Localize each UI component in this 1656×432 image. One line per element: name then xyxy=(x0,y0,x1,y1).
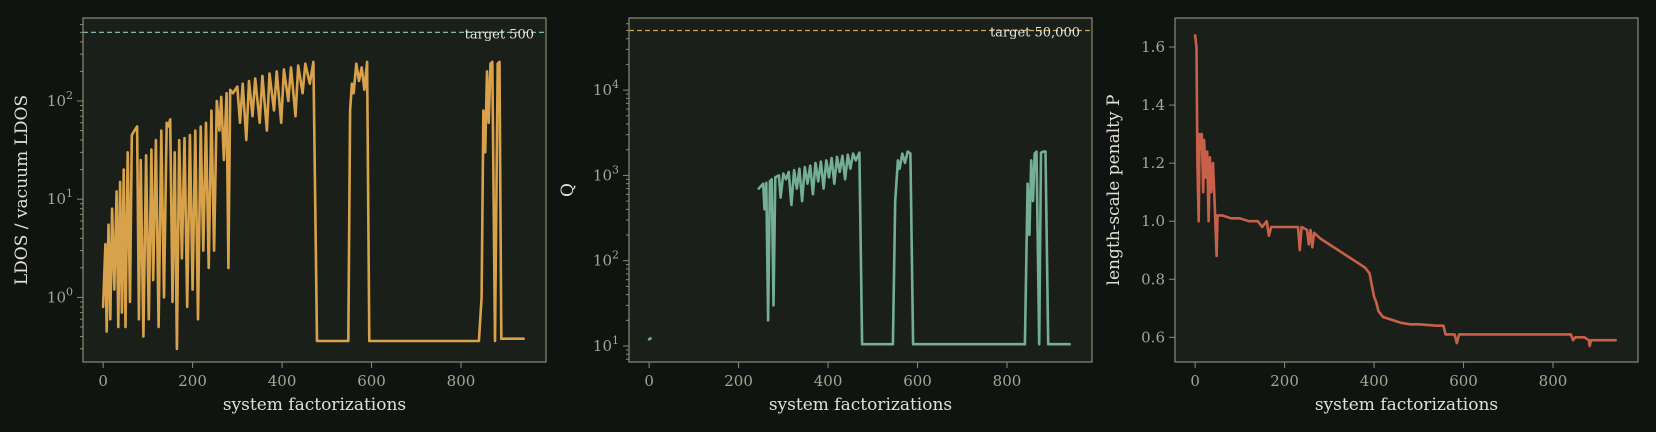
plot-frame xyxy=(82,17,547,363)
series-line-1 xyxy=(647,337,652,341)
y-tick-label: 0.6 xyxy=(1141,328,1165,346)
y-tick-label: 101 xyxy=(593,334,619,355)
y-tick-label: 102 xyxy=(47,89,73,110)
x-tick-label: 0 xyxy=(644,372,654,390)
y-axis-label: length-scale penalty P xyxy=(1104,95,1124,286)
y-tick-label: 103 xyxy=(593,163,619,184)
chart-panel-2: 0 200 400 600 800 101 102 103 104 target 50,000 sy… xyxy=(558,17,1093,415)
target-label: target 500 xyxy=(465,27,534,42)
x-tick-label: 600 xyxy=(1449,372,1478,390)
plot-frame xyxy=(628,17,1093,363)
y-axis-label: LDOS / vacuum LDOS xyxy=(12,95,32,285)
y-axis-label: Q xyxy=(558,183,578,197)
x-tick-label: 0 xyxy=(98,372,108,390)
x-tick-label: 400 xyxy=(814,372,843,390)
target-label: target 50,000 xyxy=(990,25,1080,40)
x-tick-label: 800 xyxy=(1539,372,1568,390)
y-tick-label: 1.6 xyxy=(1141,38,1165,56)
y-tick-label: 102 xyxy=(593,249,619,270)
x-tick-label: 0 xyxy=(1190,372,1200,390)
series-line-1 xyxy=(1193,34,1617,348)
plot-area xyxy=(1175,18,1638,362)
x-tick-label: 800 xyxy=(993,372,1022,390)
y-tick-label: 0.8 xyxy=(1141,270,1165,288)
y-tick-label: 1.4 xyxy=(1141,96,1165,114)
x-tick-label: 800 xyxy=(447,372,476,390)
plot-frame xyxy=(1174,17,1639,363)
y-tick-label: 1.0 xyxy=(1141,212,1165,230)
series-line-1 xyxy=(101,60,525,351)
x-tick-label: 200 xyxy=(1270,372,1299,390)
y-tick-label: 101 xyxy=(47,187,73,208)
x-axis-label: system factorizations xyxy=(223,395,406,415)
y-tick-label: 100 xyxy=(47,285,73,306)
x-tick-label: 600 xyxy=(903,372,932,390)
chart-panel-1: 0 200 400 600 800 100 101 102 target 500 system f… xyxy=(12,17,547,415)
chart-panel-3: 0 200 400 600 800 0.6 0.8 1.0 1.2 1.4 1.6 system fa… xyxy=(1104,17,1639,415)
x-tick-label: 200 xyxy=(724,372,753,390)
x-tick-label: 600 xyxy=(357,372,386,390)
x-tick-label: 400 xyxy=(268,372,297,390)
series-line-2 xyxy=(757,150,1071,346)
x-tick-label: 400 xyxy=(1360,372,1389,390)
x-axis-label: system factorizations xyxy=(769,395,952,415)
y-tick-label: 1.2 xyxy=(1141,154,1165,172)
x-tick-label: 200 xyxy=(178,372,207,390)
x-axis-label: system factorizations xyxy=(1315,395,1498,415)
y-tick-label: 104 xyxy=(593,78,619,99)
